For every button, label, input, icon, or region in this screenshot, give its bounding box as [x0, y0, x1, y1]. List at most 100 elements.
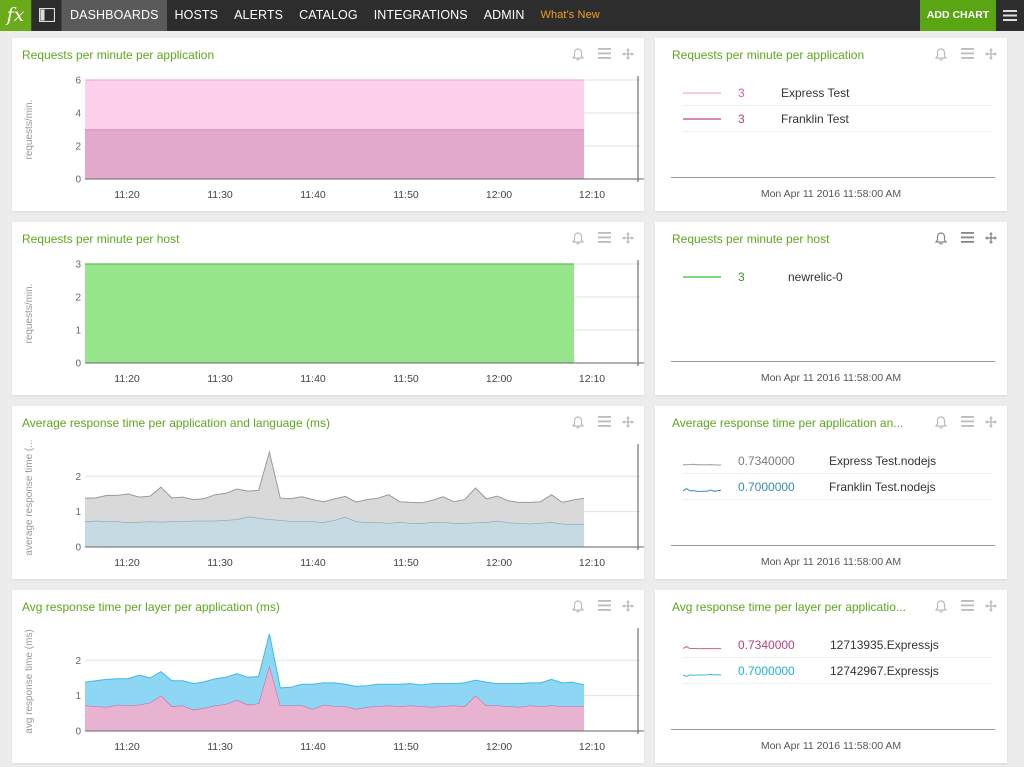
legend-item[interactable]: 3 Express Test: [655, 80, 1007, 106]
legend-axis: [671, 177, 995, 178]
chart-bell-icon[interactable]: [572, 232, 584, 246]
area-series-2[interactable]: [85, 452, 584, 525]
legend-move-icon[interactable]: [985, 416, 997, 430]
chart-panel-1: Requests per minute per application reque…: [12, 38, 644, 211]
area-series-1[interactable]: [85, 665, 584, 731]
chart-menu-icon[interactable]: [598, 232, 611, 246]
legend-panel-4: Avg response time per layer per applicat…: [655, 590, 1007, 763]
nav-integrations[interactable]: INTEGRATIONS: [373, 8, 468, 22]
chart-move-icon[interactable]: [622, 232, 634, 246]
x-tick-label: 11:50: [393, 373, 419, 385]
nav-admin[interactable]: ADMIN: [483, 8, 525, 22]
x-tick-label: 11:50: [393, 557, 419, 569]
x-tick-label: 12:00: [486, 557, 512, 569]
chart-panel-3: Average response time per application an…: [12, 406, 644, 579]
y-tick-label: 1: [75, 326, 81, 337]
legend-divider: [683, 131, 993, 132]
sparkline: [683, 463, 721, 466]
legend-move-icon[interactable]: [985, 600, 997, 614]
legend-bell-icon[interactable]: [935, 600, 947, 614]
legend-move-icon[interactable]: [985, 48, 997, 62]
sidebar-toggle-icon[interactable]: [31, 0, 62, 31]
chart-menu-icon[interactable]: [598, 600, 611, 614]
legend-divider: [683, 683, 993, 684]
legend-menu-icon[interactable]: [961, 232, 974, 246]
legend-title[interactable]: Requests per minute per application: [672, 48, 865, 62]
y-axis-label: average response time (...: [24, 439, 35, 555]
legend-bell-icon[interactable]: [935, 416, 947, 430]
legend-value: 3: [738, 86, 745, 100]
legend-item[interactable]: 0.7000000 Franklin Test.nodejs: [655, 474, 1007, 500]
legend-divider: [683, 499, 993, 500]
area-series-2[interactable]: [85, 633, 584, 710]
legend-item[interactable]: 0.7340000 12713935.Expressjs: [655, 632, 1007, 658]
x-tick-label: 11:30: [207, 557, 233, 569]
legend-menu-icon[interactable]: [961, 48, 974, 62]
nav-catalog[interactable]: CATALOG: [299, 8, 358, 22]
nav-hosts[interactable]: HOSTS: [174, 8, 219, 22]
y-tick-label: 2: [75, 293, 81, 304]
legend-item[interactable]: 3 Franklin Test: [655, 106, 1007, 132]
legend-menu-icon[interactable]: [961, 416, 974, 430]
x-tick-label: 12:10: [579, 741, 605, 753]
chart-panel-4: Avg response time per layer per applicat…: [12, 590, 644, 763]
legend-bell-icon[interactable]: [935, 232, 947, 246]
chart-move-icon[interactable]: [622, 600, 634, 614]
legend-item[interactable]: 0.7340000 Express Test.nodejs: [655, 448, 1007, 474]
chart-menu-icon[interactable]: [598, 48, 611, 62]
legend-swatch: [683, 92, 721, 94]
legend-swatch: [683, 463, 721, 466]
legend-swatch: [683, 487, 722, 492]
legend-name: 12742967.Expressjs: [830, 664, 939, 678]
legend-name: Express Test.nodejs: [829, 454, 937, 468]
series-line-2: [84, 633, 585, 689]
area-series-2[interactable]: [85, 80, 584, 130]
legend-move-icon[interactable]: [985, 232, 997, 246]
chart-plot: requests/min. 0 1 2 3 11:20 11:30 11:40 11:50 12:…: [24, 260, 644, 385]
legend-axis: [671, 361, 995, 362]
x-tick-label: 11:40: [300, 373, 326, 385]
series-line-2: [84, 450, 585, 504]
chart-move-icon[interactable]: [622, 48, 634, 62]
legend-name: Franklin Test: [781, 112, 849, 126]
y-tick-label: 0: [75, 175, 81, 186]
chart-bell-icon[interactable]: [572, 416, 584, 430]
x-tick-label: 11:40: [300, 189, 326, 201]
x-tick-label: 12:00: [486, 189, 512, 201]
chart-bell-icon[interactable]: [572, 600, 584, 614]
legend-title[interactable]: Avg response time per layer per applicat…: [672, 600, 906, 614]
hamburger-icon[interactable]: [996, 0, 1024, 31]
x-tick-label: 12:00: [486, 741, 512, 753]
area-series-1[interactable]: [85, 264, 574, 363]
nav-dashboards[interactable]: DASHBOARDS: [62, 0, 167, 31]
chart-menu-icon[interactable]: [598, 416, 611, 430]
whats-new-link[interactable]: What's New: [540, 9, 600, 21]
y-tick-label: 1: [75, 507, 81, 518]
legend-swatch: [683, 645, 721, 650]
area-series-1[interactable]: [85, 516, 584, 547]
legend-panel-1: Requests per minute per application 3 Expr…: [655, 38, 1007, 211]
legend-item[interactable]: 0.7000000 12742967.Expressjs: [655, 658, 1007, 684]
legend-axis: [671, 729, 995, 730]
legend-menu-icon[interactable]: [961, 600, 974, 614]
x-tick-label: 11:30: [207, 373, 233, 385]
x-tick-label: 11:20: [114, 741, 140, 753]
x-tick-label: 12:10: [579, 373, 605, 385]
chart-move-icon[interactable]: [622, 416, 634, 430]
legend-title[interactable]: Requests per minute per host: [672, 232, 830, 246]
add-chart-button[interactable]: ADD CHART: [920, 0, 996, 31]
chart-plot: avg response time (ms) 0 1 2 11:20 11:30 11:40…: [24, 628, 644, 753]
y-tick-label: 2: [75, 142, 81, 153]
legend-name: 12713935.Expressjs: [830, 638, 939, 652]
legend-bell-icon[interactable]: [935, 48, 947, 62]
legend-divider: [683, 105, 993, 106]
nav-alerts[interactable]: ALERTS: [234, 8, 284, 22]
area-series-1[interactable]: [85, 129, 584, 180]
chart-bell-icon[interactable]: [572, 48, 584, 62]
x-tick-label: 11:40: [300, 741, 326, 753]
legend-title[interactable]: Average response time per application an…: [672, 416, 904, 430]
legend-timestamp: Mon Apr 11 2016 11:58:00 AM: [760, 740, 902, 752]
legend-item[interactable]: 3 newrelic-0: [655, 264, 1007, 290]
app-logo[interactable]: fx: [0, 0, 31, 31]
legend-divider: [683, 657, 993, 658]
